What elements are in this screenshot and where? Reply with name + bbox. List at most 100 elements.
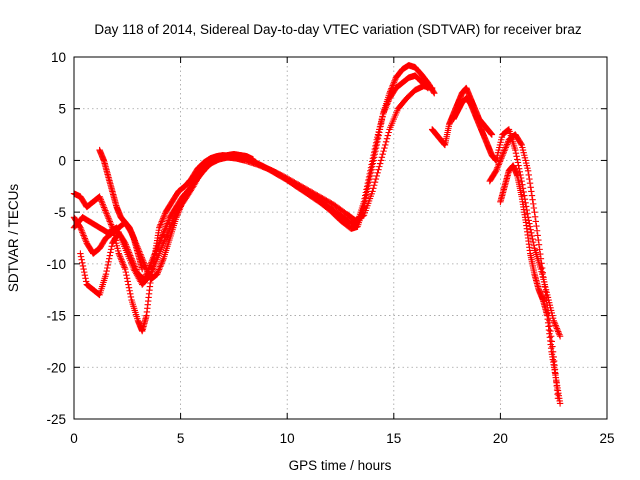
x-tick-label: 20 [493,431,508,446]
data-point [162,223,170,230]
data-point [360,198,368,205]
data-point [160,228,168,235]
data-point [105,216,113,224]
data-point [382,138,390,146]
data-point [531,213,539,220]
y-axis-label: SDTVAR / TECUs [6,184,21,293]
data-point [79,259,86,267]
data-point [126,287,133,294]
data-point [165,217,172,224]
data-point [81,272,89,279]
data-point [431,90,438,97]
data-point [104,261,112,269]
chart-title: Day 118 of 2014, Sidereal Day-to-day VTE… [94,22,581,37]
data-point [161,212,168,219]
data-point [103,267,110,275]
data-point [524,210,531,217]
data-point [158,234,165,241]
data-point [148,259,155,266]
data-point [123,243,130,250]
data-point [145,265,153,272]
data-point [364,179,371,187]
data-point [80,265,87,273]
data-point [154,243,161,250]
data-point [498,153,506,161]
data-point [103,210,110,217]
data-point [146,263,153,271]
data-point [123,275,131,282]
data-point [554,326,561,334]
data-point [383,102,390,110]
y-tick-label: -10 [46,257,66,272]
data-point [129,257,136,264]
data-point [372,139,380,147]
data-point [108,243,115,250]
data-point [153,271,161,278]
data-point [125,281,132,288]
data-point [533,227,541,234]
data-point [139,265,146,273]
data-point [377,157,385,164]
data-point [102,207,109,214]
data-point [512,146,519,154]
data-point [106,218,114,225]
data-point [556,333,564,340]
y-tick-label: 10 [51,50,66,65]
data-points [70,62,564,407]
data-point [154,269,161,276]
series-track-8 [486,131,562,402]
data-point [368,161,375,168]
data-point [380,109,387,116]
data-point [99,201,106,208]
data-point [530,242,538,249]
data-point [501,145,509,153]
data-point [159,257,167,264]
data-point [533,222,540,230]
data-point [503,142,510,150]
data-point [528,188,535,195]
data-point [101,205,108,213]
y-tick-label: -25 [46,412,66,427]
data-point [104,264,111,272]
data-point [79,230,87,238]
data-point [500,148,508,156]
data-point [529,196,536,203]
data-point [80,232,87,239]
data-point [373,172,380,180]
data-point [528,192,536,199]
data-point [157,261,165,269]
data-point [77,226,85,233]
data-point [141,274,149,282]
data-point [517,140,525,148]
data-point [79,229,86,236]
data-point [367,164,375,171]
data-point [159,216,166,224]
data-point [127,253,135,261]
data-point [493,166,500,173]
y-tick-label: -15 [46,309,66,324]
data-point [163,221,170,229]
data-point [77,250,84,257]
data-point [164,218,172,226]
data-point [78,227,85,234]
y-tick-label: -20 [46,360,66,375]
data-point [525,171,532,179]
data-point [554,328,562,335]
data-point [530,204,538,212]
data-point [385,98,392,105]
data-point [155,266,163,273]
data-point [157,237,164,244]
data-point [127,293,135,301]
data-point [116,253,124,260]
x-tick-label: 15 [386,431,401,446]
data-point [122,241,130,248]
data-point [378,154,386,161]
data-point [159,258,166,265]
data-point [375,166,382,173]
data-point [534,232,541,239]
data-point [528,229,535,237]
data-point [79,262,87,270]
data-point [107,249,114,256]
series-track-4 [77,151,257,299]
data-point [370,182,378,189]
